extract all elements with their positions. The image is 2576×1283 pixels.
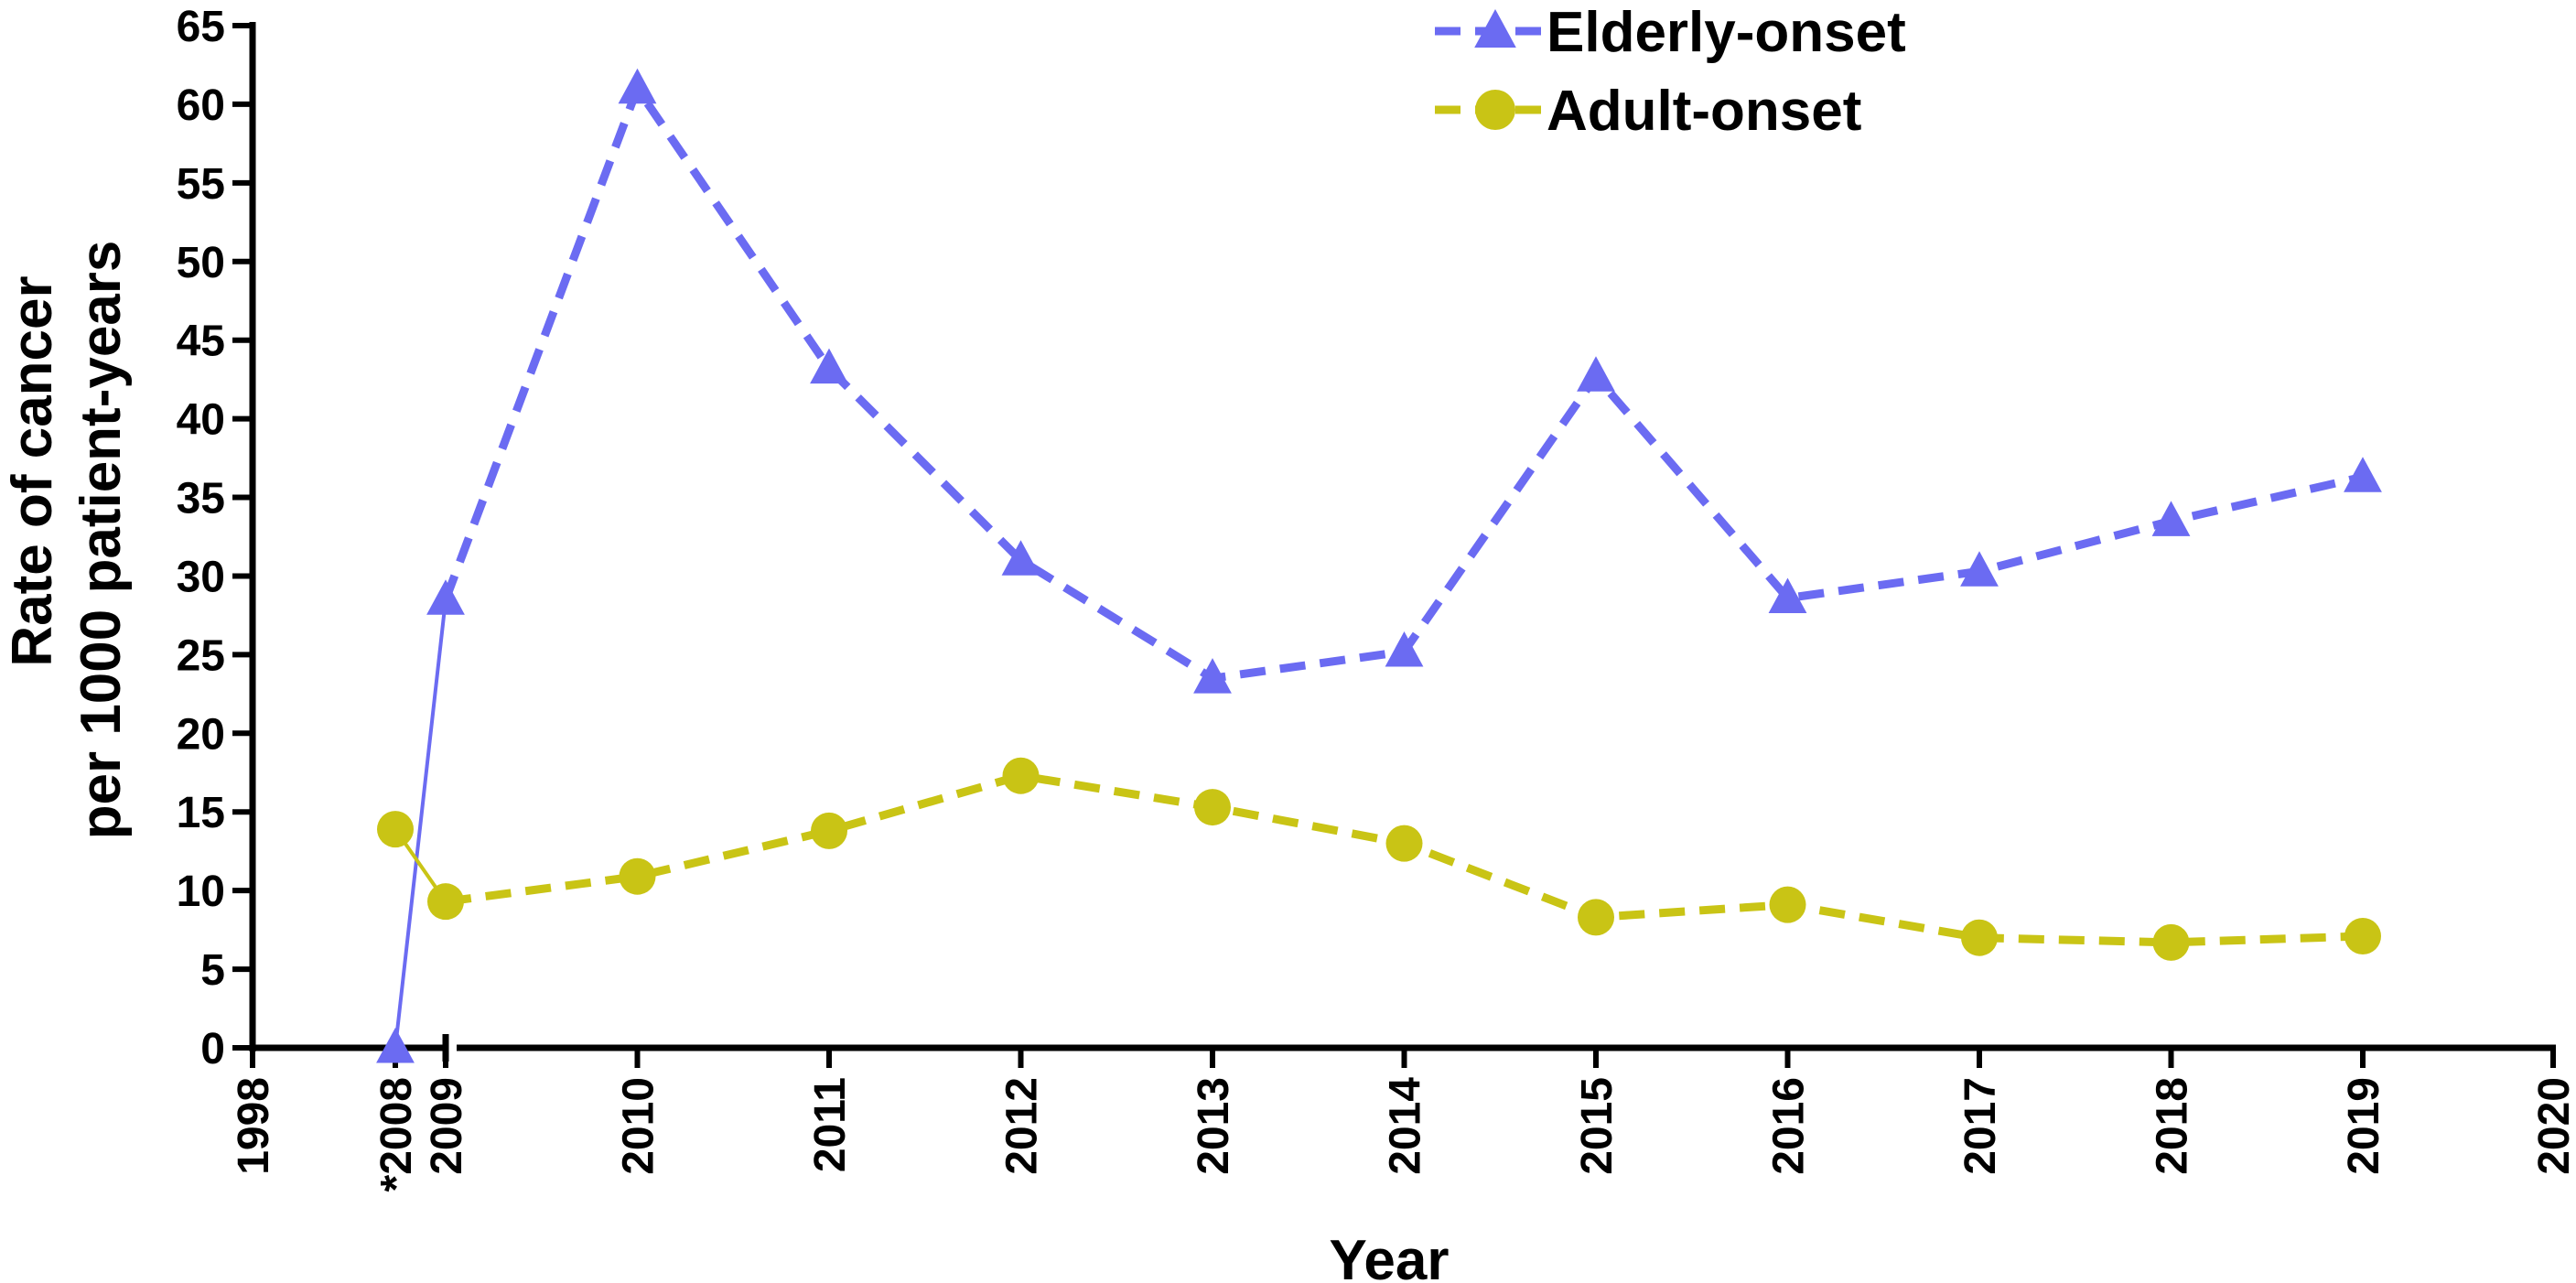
series-adult-onset (377, 757, 2381, 961)
data-point-circle (2152, 923, 2190, 961)
y-tick-label: 40 (177, 396, 225, 445)
y-tick-label: 50 (177, 239, 225, 287)
x-tick-label: 2018 (2149, 1077, 2197, 1175)
data-point-triangle (810, 348, 848, 384)
data-point-triangle (376, 1028, 415, 1063)
x-tick-label: 2020 (2530, 1077, 2576, 1175)
x-tick-label: 2013 (1190, 1077, 1238, 1175)
y-tick-label: 5 (200, 946, 225, 995)
series-line-break-segment (393, 599, 447, 1049)
y-tick-label: 35 (177, 475, 225, 523)
data-point-triangle (1193, 658, 1232, 694)
x-tick-label: 2017 (1956, 1077, 2005, 1175)
data-point-circle (1769, 886, 1806, 923)
x-tick-label: 2010 (615, 1077, 663, 1175)
x-tick-label: 2016 (1765, 1077, 1814, 1175)
y-axis-title: Rate of cancer per 1000 patient-years (1, 241, 133, 840)
data-point-circle (619, 857, 656, 895)
y-axis-title-line-1: Rate of cancer (1, 275, 64, 666)
x-tick-label: 2015 (1573, 1077, 1622, 1175)
x-tick-label: 2019 (2340, 1077, 2388, 1175)
x-axis-title: Year (1329, 1229, 1449, 1283)
legend-label: Elderly-onset (1547, 1, 1906, 64)
data-point-circle (1578, 899, 1614, 936)
x-tick-label: 2012 (998, 1077, 1047, 1175)
x-tick-label: 2014 (1382, 1077, 1430, 1175)
data-point-triangle (2151, 501, 2191, 536)
data-point-triangle (1768, 577, 1807, 614)
x-tick-label: 2011 (806, 1077, 855, 1172)
y-tick-label: 65 (177, 3, 225, 51)
data-point-circle (811, 812, 847, 849)
data-point-circle (1194, 789, 1231, 826)
legend-marker-circle (1475, 90, 1515, 130)
data-point-triangle (2344, 457, 2382, 492)
series-group (376, 68, 2382, 1063)
data-point-circle (1002, 757, 1040, 794)
data-point-circle (377, 811, 414, 848)
y-tick-label: 10 (177, 868, 225, 916)
data-point-circle (427, 883, 464, 921)
y-tick-label: 0 (200, 1025, 225, 1073)
x-tick-label: *2008 (372, 1077, 421, 1191)
x-tick-label: 1998 (230, 1077, 278, 1175)
y-axis-title-line-2: per 1000 patient-years (70, 241, 133, 840)
legend: Elderly-onset Adult-onset (1435, 1, 1906, 143)
series-line (441, 84, 2365, 683)
data-point-triangle (1001, 540, 1040, 576)
series-elderly-onset (376, 68, 2382, 1063)
y-tick-label: 45 (177, 318, 225, 366)
data-point-circle (2344, 917, 2381, 954)
data-point-triangle (1960, 551, 1999, 587)
data-point-triangle (1577, 356, 1615, 392)
x-tick-label: 2009 (423, 1077, 471, 1175)
axes: 0 5 10 15 20 25 30 35 40 45 50 55 60 65 1998 *2008 2009 2… (177, 3, 2576, 1191)
y-tick-label: 60 (177, 81, 225, 130)
y-tick-label: 30 (177, 553, 225, 601)
data-point-triangle (1385, 631, 1424, 667)
data-point-triangle (426, 579, 465, 615)
y-tick-label: 25 (177, 631, 225, 680)
data-point-circle (1961, 919, 1998, 956)
data-point-triangle (618, 68, 657, 104)
y-tick-label: 15 (177, 789, 225, 837)
y-tick-label: 20 (177, 710, 225, 759)
legend-marker-triangle (1474, 9, 1516, 48)
data-point-circle (1385, 825, 1423, 862)
legend-label: Adult-onset (1547, 80, 1861, 143)
y-tick-label: 55 (177, 160, 225, 209)
